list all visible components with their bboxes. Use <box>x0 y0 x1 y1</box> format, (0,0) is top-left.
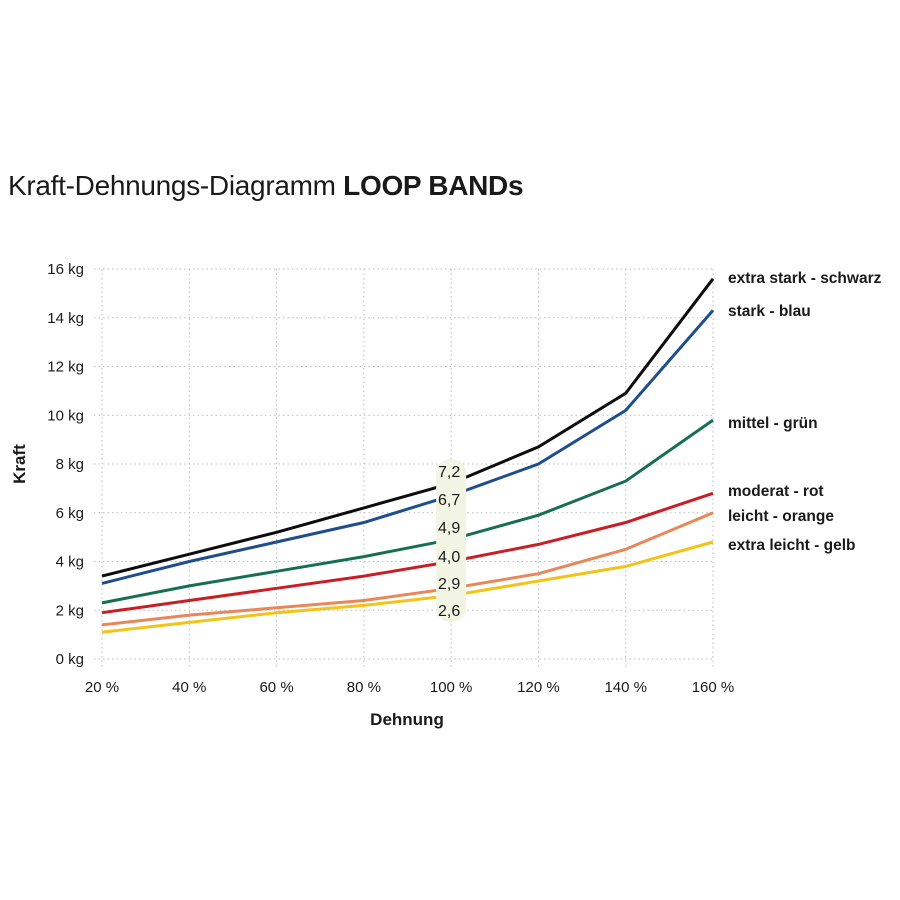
value-label: 7,2 <box>438 464 460 481</box>
x-tick-label: 80 % <box>347 679 381 696</box>
y-axis-label: Kraft <box>10 444 29 484</box>
y-tick-label: 6 kg <box>56 505 84 522</box>
legend-entry: extra stark - schwarz <box>728 270 882 287</box>
value-label: 2,6 <box>438 603 460 620</box>
x-tick-label: 120 % <box>517 679 560 696</box>
value-label-backdrop <box>436 459 467 622</box>
series-line <box>101 277 715 578</box>
y-tick-label: 16 kg <box>47 261 84 278</box>
grid <box>94 268 714 667</box>
value-label: 4,0 <box>438 549 460 566</box>
y-tick-label: 12 kg <box>47 359 84 376</box>
x-axis-label: Dehnung <box>370 710 444 729</box>
x-tick-label: 140 % <box>604 679 647 696</box>
chart-title: Kraft-Dehnungs-Diagramm LOOP BANDs <box>8 170 524 202</box>
y-tick-label: 2 kg <box>56 602 84 619</box>
legend-entry: extra leicht - gelb <box>728 537 855 554</box>
value-label: 2,9 <box>438 576 460 593</box>
series-line <box>101 418 714 605</box>
value-label: 6,7 <box>438 492 460 509</box>
x-tick-label: 40 % <box>172 679 206 696</box>
series-lines <box>101 277 715 634</box>
x-tick-label: 160 % <box>692 679 735 696</box>
value-labels: 7,2 6,7 4,9 4,0 2,9 2,6 <box>436 459 467 622</box>
legend-entry: stark - blau <box>728 303 811 320</box>
x-tick-label: 20 % <box>85 679 119 696</box>
series-line <box>101 511 714 627</box>
series-line <box>101 491 714 615</box>
y-tick-label: 0 kg <box>56 651 84 668</box>
legend: extra stark - schwarz stark - blau mittel … <box>728 270 882 554</box>
series-line <box>101 309 715 585</box>
y-tick-label: 4 kg <box>56 554 84 571</box>
legend-entry: moderat - rot <box>728 483 824 500</box>
series-line <box>101 540 714 634</box>
x-tick-label: 60 % <box>259 679 293 696</box>
x-tick-label: 100 % <box>430 679 473 696</box>
y-tick-label: 10 kg <box>47 407 84 424</box>
axis-ticks: 0 kg 2 kg 4 kg 6 kg 8 kg 10 kg 12 kg 14 kg 16 kg… <box>47 261 734 696</box>
chart-title-bold: LOOP BANDs <box>343 170 524 201</box>
value-label: 4,9 <box>438 520 460 537</box>
legend-entry: leicht - orange <box>728 508 834 525</box>
legend-entry: mittel - grün <box>728 415 818 432</box>
chart-title-regular: Kraft-Dehnungs-Diagramm <box>8 170 336 201</box>
y-tick-label: 14 kg <box>47 310 84 327</box>
y-tick-label: 8 kg <box>56 456 84 473</box>
